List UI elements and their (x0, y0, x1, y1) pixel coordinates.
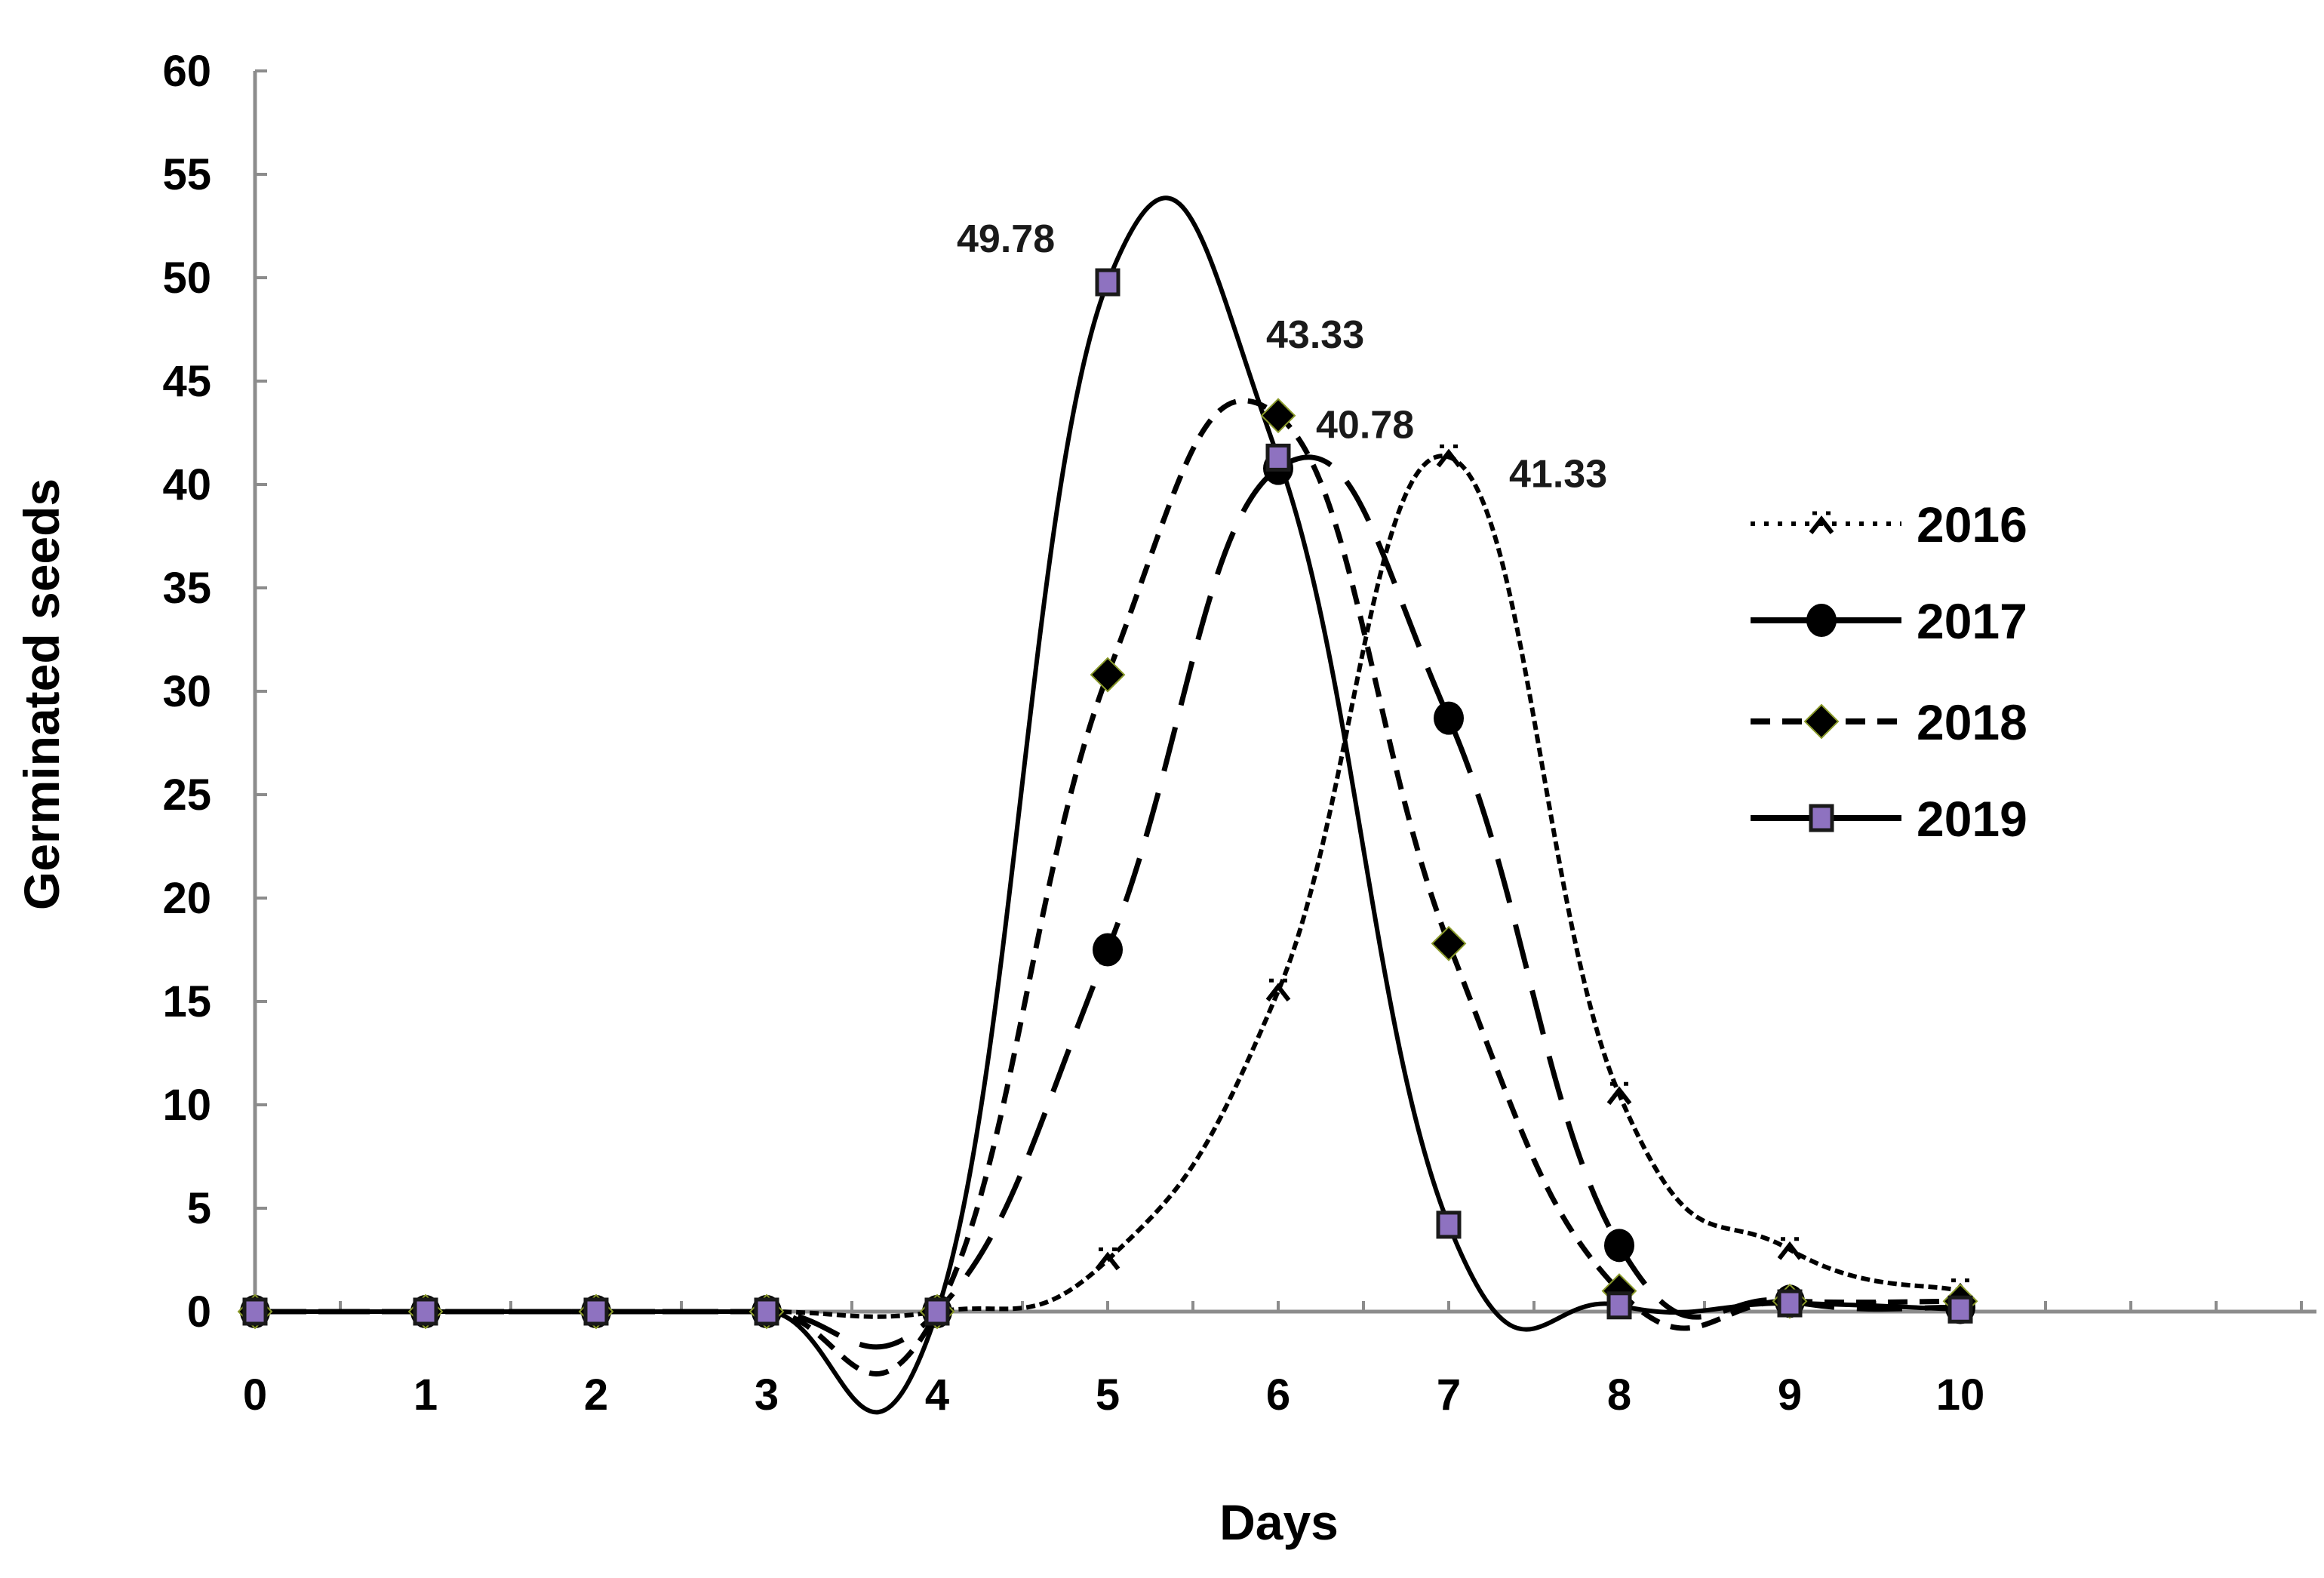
x-marker-icon (1809, 511, 1834, 534)
legend-item-2017: 2017 (1751, 593, 2027, 649)
x-tick-label: 3 (755, 1370, 779, 1420)
diamond-marker-icon (1803, 703, 1840, 740)
diamond-marker-icon (1431, 925, 1467, 961)
peak-value-label: 49.78 (957, 217, 1055, 261)
series-line-2017 (255, 454, 1961, 1350)
x-tick-label: 0 (243, 1370, 267, 1420)
x-marker-icon (1265, 978, 1291, 1002)
legend-label: 2018 (1917, 694, 2027, 750)
y-tick-label: 0 (187, 1287, 211, 1337)
series-markers (237, 268, 1978, 1330)
x-tick-label: 2 (584, 1370, 608, 1420)
diamond-marker-icon (1090, 657, 1126, 693)
y-tick-label: 15 (162, 977, 211, 1026)
x-marker-icon (1606, 1081, 1632, 1106)
square-marker-icon (1095, 268, 1120, 297)
y-tick-label: 5 (187, 1184, 211, 1233)
peak-annotations: 49.78 43.33 40.78 41.33 (957, 217, 1607, 497)
x-tick-label: 1 (413, 1370, 438, 1420)
x-tick-label: 10 (1936, 1370, 1985, 1420)
series-line-2016 (253, 454, 1963, 1319)
y-tick-label: 25 (162, 771, 211, 820)
peak-value-label: 43.33 (1266, 313, 1364, 357)
y-tick-label: 30 (162, 667, 211, 716)
y-tick-label: 10 (162, 1081, 211, 1130)
legend-label: 2017 (1917, 593, 2027, 649)
square-marker-icon (1809, 804, 1834, 832)
x-axis-title: Days (1219, 1494, 1339, 1550)
legend-item-2016: 2016 (1751, 497, 2027, 552)
y-tick-label: 55 (162, 150, 211, 199)
x-marker-icon (1436, 444, 1462, 468)
circle-marker-icon (1434, 701, 1464, 735)
x-tick-label: 7 (1437, 1370, 1461, 1420)
x-tick-label: 5 (1096, 1370, 1120, 1420)
series-curves (253, 195, 1963, 1415)
legend-label: 2016 (1917, 497, 2027, 552)
peak-value-label: 41.33 (1509, 453, 1607, 497)
square-marker-icon (1777, 1289, 1803, 1318)
x-tick-label: 8 (1607, 1370, 1631, 1420)
series-line-2019 (255, 195, 1961, 1415)
legend-item-2018: 2018 (1751, 694, 2027, 750)
x-tick-label: 4 (925, 1370, 949, 1420)
y-tick-label: 50 (162, 254, 211, 303)
square-marker-icon (413, 1297, 438, 1326)
square-marker-icon (1436, 1210, 1462, 1239)
x-tick-label: 9 (1778, 1370, 1802, 1420)
series-line-2018 (255, 398, 1961, 1377)
legend: 2016 2017 2018 2019 (1751, 497, 2027, 847)
y-tick-label: 45 (162, 357, 211, 406)
square-marker-icon (583, 1297, 609, 1326)
peak-value-label: 40.78 (1316, 404, 1414, 448)
legend-label: 2019 (1917, 791, 2027, 847)
diamond-marker-icon (1260, 398, 1296, 434)
y-axis-title: Germinated seeds (14, 478, 69, 910)
legend-item-2019: 2019 (1751, 791, 2027, 847)
x-marker-icon (1777, 1237, 1803, 1260)
x-marker-icon (1095, 1247, 1120, 1271)
x-tick-label: 6 (1266, 1370, 1290, 1420)
circle-marker-icon (1093, 933, 1123, 967)
square-marker-icon (924, 1297, 950, 1326)
y-tick-label: 35 (162, 564, 211, 613)
square-marker-icon (242, 1297, 268, 1326)
y-tick-label: 20 (162, 874, 211, 923)
y-tick-label: 40 (162, 460, 211, 509)
square-marker-icon (754, 1297, 779, 1326)
circle-marker-icon (1604, 1229, 1634, 1263)
square-marker-icon (1606, 1291, 1632, 1320)
y-tick-label: 60 (162, 47, 211, 96)
square-marker-icon (1265, 443, 1291, 472)
circle-marker-icon (1806, 604, 1837, 637)
square-marker-icon (1947, 1295, 1973, 1324)
